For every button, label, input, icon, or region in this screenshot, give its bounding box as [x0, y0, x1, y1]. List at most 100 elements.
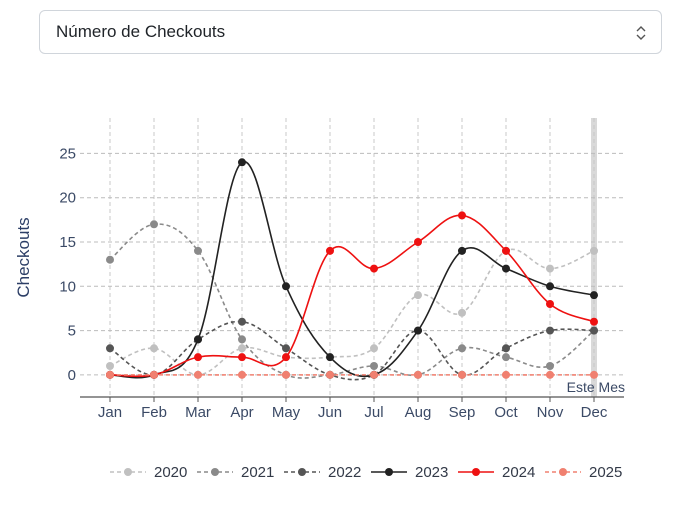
data-point-2024 [502, 246, 510, 255]
data-point-2020 [414, 291, 422, 300]
data-point-2023 [282, 282, 290, 291]
data-point-2022 [282, 344, 290, 353]
data-point-2024 [546, 300, 554, 308]
series-line-2024 [109, 214, 595, 378]
legend-swatch-marker [559, 468, 567, 476]
legend-label: 2024 [502, 464, 535, 481]
data-point-2021 [458, 344, 466, 353]
series-line-2021 [109, 223, 595, 379]
series-2020 [106, 246, 598, 379]
data-point-2025 [370, 370, 378, 379]
x-tick-label: Nov [537, 404, 564, 421]
x-tick-label: Jan [98, 404, 122, 421]
data-point-2020 [590, 246, 598, 255]
x-tick-label: Dec [581, 404, 608, 421]
data-point-2020 [546, 264, 554, 273]
data-point-2023 [590, 291, 598, 300]
y-tick-label: 10 [59, 278, 76, 295]
legend-item-2020: 2020 [110, 464, 187, 481]
data-point-2020 [370, 344, 378, 353]
data-point-2022 [502, 344, 510, 353]
data-point-2021 [194, 246, 202, 255]
data-point-2025 [282, 370, 290, 379]
legend-swatch-marker [472, 468, 480, 476]
data-point-2024 [590, 317, 598, 326]
legend-item-2022: 2022 [284, 464, 361, 481]
data-point-2021 [150, 220, 158, 229]
data-point-2024 [282, 353, 290, 362]
data-point-2020 [106, 362, 114, 370]
x-tick-label: May [272, 404, 301, 421]
data-point-2020 [458, 308, 466, 317]
data-point-2024 [238, 353, 246, 362]
x-tick-label: Apr [230, 404, 253, 421]
legend-item-2025: 2025 [545, 464, 622, 481]
series-2023 [106, 158, 598, 379]
data-point-2024 [370, 264, 378, 273]
x-tick-label: Sep [449, 404, 476, 421]
data-point-2024 [458, 211, 466, 220]
chart-grid [80, 118, 624, 397]
y-tick-label: 0 [68, 367, 76, 384]
data-point-2022 [590, 326, 598, 335]
data-point-2023 [326, 353, 334, 362]
metric-select[interactable]: Número de Checkouts [39, 10, 662, 54]
legend-swatch-marker [124, 468, 132, 476]
data-point-2025 [194, 370, 202, 379]
data-point-2020 [150, 344, 158, 353]
x-tick-label: Jun [318, 404, 342, 421]
legend-label: 2025 [589, 464, 622, 481]
data-point-2021 [106, 255, 114, 264]
y-tick-label: 5 [68, 323, 76, 340]
x-tick-label: Aug [405, 404, 432, 421]
data-point-2021 [546, 362, 554, 370]
legend-item-2024: 2024 [458, 464, 535, 481]
data-point-2022 [106, 344, 114, 353]
data-point-2021 [370, 362, 378, 370]
chart-axes: 0 5 10 15 20 25 Jan Feb Mar Apr May Jun Jul Aug Sep Oct… [14, 145, 625, 421]
y-tick-label: 25 [59, 145, 76, 162]
legend-label: 2023 [415, 464, 448, 481]
metric-select-value: Número de Checkouts [56, 22, 226, 41]
legend-swatch-marker [385, 468, 393, 476]
current-month-annotation: Este Mes [567, 379, 625, 395]
legend-label: 2022 [328, 464, 361, 481]
data-point-2025 [326, 370, 334, 379]
data-point-2025 [458, 370, 466, 379]
data-point-2025 [590, 370, 598, 379]
data-point-2022 [546, 326, 554, 335]
data-point-2025 [238, 370, 246, 379]
data-point-2025 [414, 370, 422, 379]
data-point-2021 [238, 335, 246, 344]
data-point-2023 [458, 246, 466, 255]
current-month-highlight [591, 118, 597, 397]
data-point-2020 [238, 344, 246, 353]
data-point-2024 [194, 353, 202, 362]
chart-series [106, 158, 598, 381]
legend-swatch-marker [298, 468, 306, 476]
data-point-2022 [238, 317, 246, 326]
data-point-2021 [502, 353, 510, 362]
data-point-2025 [502, 370, 510, 379]
series-2025 [106, 370, 598, 379]
series-line-2020 [109, 248, 595, 376]
data-point-2025 [106, 370, 114, 379]
y-tick-label: 15 [59, 234, 76, 251]
legend-label: 2020 [154, 464, 187, 481]
x-tick-label: Jul [364, 404, 383, 421]
series-2022 [106, 317, 598, 381]
chevron-up-down-icon [636, 26, 646, 40]
legend-item-2023: 2023 [371, 464, 448, 481]
data-point-2023 [546, 282, 554, 291]
data-point-2024 [414, 238, 422, 246]
x-tick-label: Oct [494, 404, 518, 421]
data-point-2025 [150, 370, 158, 379]
data-point-2025 [546, 370, 554, 379]
series-2024 [106, 211, 598, 379]
x-tick-label: Mar [185, 404, 211, 421]
legend-label: 2021 [241, 464, 274, 481]
x-tick-label: Feb [141, 404, 167, 421]
chart-legend: 2020 2021 2022 2023 2024 2025 [110, 464, 622, 481]
legend-item-2021: 2021 [197, 464, 274, 481]
